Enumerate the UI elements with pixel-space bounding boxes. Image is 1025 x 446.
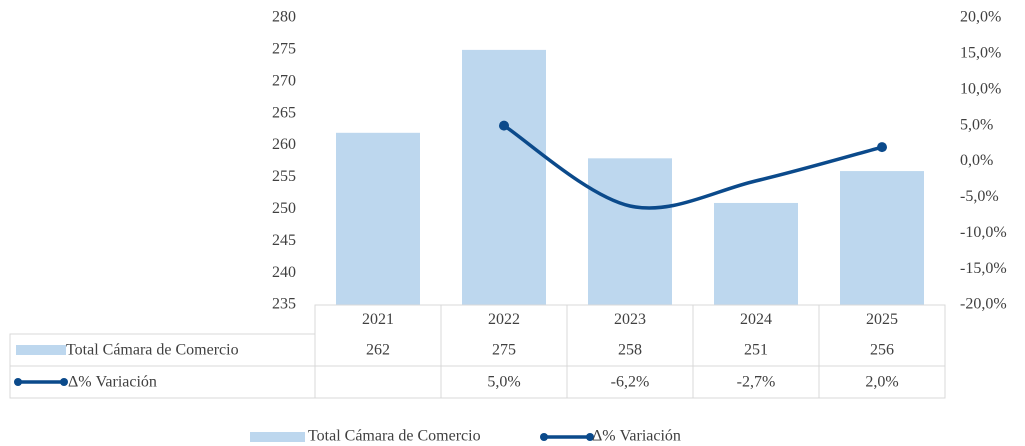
y-tick-label: 280 <box>272 9 296 26</box>
y-tick-label: 235 <box>272 296 296 313</box>
table-value: 251 <box>744 342 768 359</box>
table-row-label: Δ% Variación <box>68 374 157 391</box>
table-value: 256 <box>870 342 894 359</box>
legend-swatch <box>250 432 305 442</box>
table-value: 258 <box>618 342 642 359</box>
table-cell <box>818 304 946 399</box>
table-value: 2,0% <box>865 374 898 391</box>
x-tick-label: 2025 <box>866 311 898 328</box>
bar <box>714 202 798 305</box>
x-tick-label: 2022 <box>488 311 520 328</box>
line-marker <box>499 120 509 131</box>
y2-tick-label: -15,0% <box>960 260 1007 277</box>
legend-swatch <box>540 433 548 441</box>
x-tick-label: 2021 <box>362 311 394 328</box>
legend-swatch <box>14 378 22 386</box>
y2-tick-label: 20,0% <box>960 9 1001 26</box>
line-marker <box>877 142 887 153</box>
y2-tick-label: 10,0% <box>960 80 1001 97</box>
bar <box>462 49 546 306</box>
y2-tick-label: 0,0% <box>960 152 993 169</box>
y-tick-label: 250 <box>272 200 296 217</box>
y-tick-label: 240 <box>272 264 296 281</box>
y-tick-label: 265 <box>272 104 296 121</box>
table-value: -6,2% <box>611 374 650 391</box>
x-tick-label: 2024 <box>740 311 772 328</box>
y2-tick-label: -10,0% <box>960 224 1007 241</box>
table-value: 5,0% <box>487 374 520 391</box>
table-value: 275 <box>492 342 516 359</box>
y-tick-label: 260 <box>272 136 296 153</box>
legend-swatch <box>16 345 66 355</box>
bar <box>588 158 672 305</box>
legend-swatch <box>586 433 594 441</box>
y-tick-label: 255 <box>272 168 296 185</box>
legend-swatch <box>60 378 68 386</box>
bar <box>840 171 924 305</box>
y-tick-label: 275 <box>272 41 296 58</box>
x-tick-label: 2023 <box>614 311 646 328</box>
table-row-label: Total Cámara de Comercio <box>66 342 239 359</box>
y2-tick-label: -5,0% <box>960 188 999 205</box>
y-tick-label: 270 <box>272 72 296 89</box>
y2-tick-label: 5,0% <box>960 116 993 133</box>
bar <box>336 132 420 305</box>
legend-label: Δ% Variación <box>592 428 681 445</box>
y2-tick-label: -20,0% <box>960 296 1007 313</box>
y2-tick-label: 15,0% <box>960 45 1001 62</box>
y-tick-label: 245 <box>272 232 296 249</box>
line <box>503 124 883 210</box>
table-value: -2,7% <box>737 374 776 391</box>
legend-label: Total Cámara de Comercio <box>308 428 481 445</box>
table-value: 262 <box>366 342 390 359</box>
